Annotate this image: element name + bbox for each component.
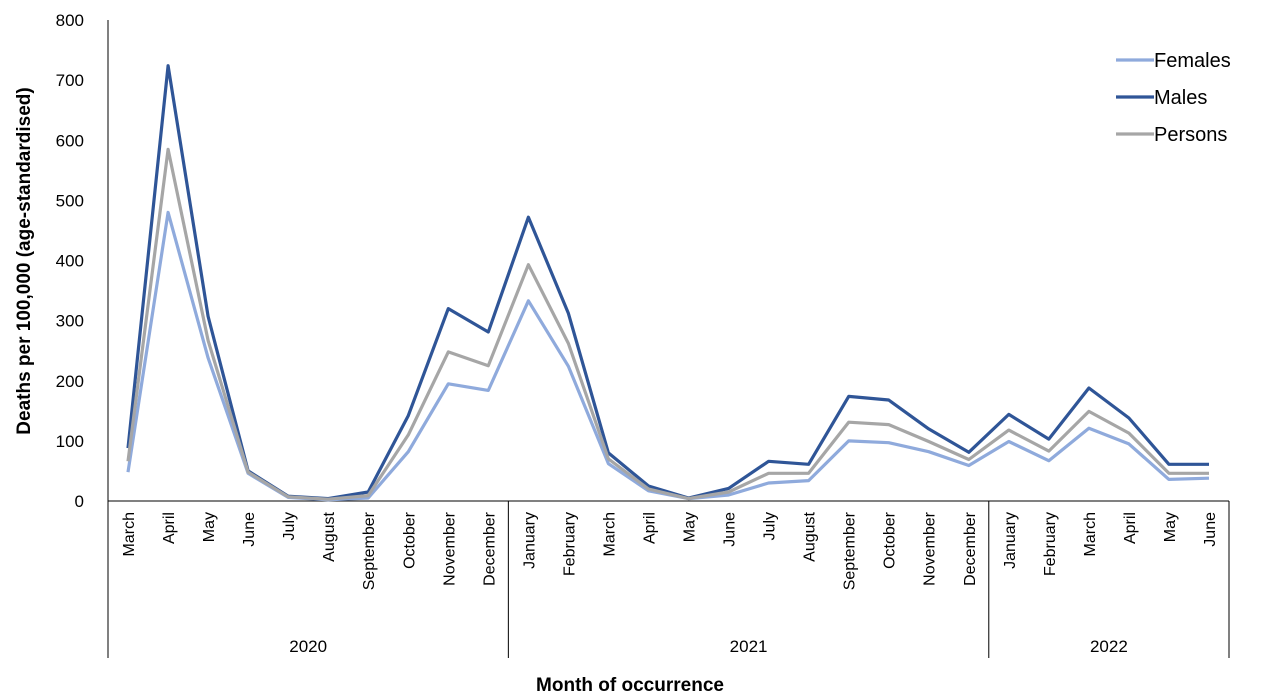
y-axis-title: Deaths per 100,000 (age-standardised) [14, 87, 35, 434]
x-axis: March April May June July August September Octo… [107, 500, 1230, 658]
x-tick-label: February [561, 512, 578, 576]
x-tick-label: March [1082, 512, 1099, 556]
x-tick-label: June [1202, 512, 1219, 547]
x-tick-label: November [441, 511, 458, 585]
year-label: 2020 [289, 637, 327, 656]
x-tick-label: April [1122, 512, 1139, 544]
x-tick-label: August [802, 511, 819, 561]
legend-label-persons: Persons [1154, 124, 1227, 146]
series-line-males [126, 64, 1209, 501]
x-tick-label: October [401, 511, 418, 569]
x-tick-label: May [201, 512, 218, 542]
x-tick-label: September [361, 511, 378, 590]
x-tick-label: July [762, 512, 779, 540]
x-tick-label: December [481, 511, 498, 585]
y-axis: 0 100 200 300 400 500 600 700 800 [56, 11, 109, 511]
series-layer [126, 64, 1210, 502]
y-tick-label: 800 [56, 11, 84, 30]
x-tick-label: April [161, 512, 178, 544]
y-tick-label: 500 [56, 191, 84, 210]
year-label: 2022 [1090, 637, 1128, 656]
legend: Females Males Persons [1116, 50, 1231, 146]
x-tick-label: May [682, 512, 699, 542]
series-line-persons [126, 147, 1209, 501]
series-line-females [126, 210, 1210, 502]
y-tick-label: 200 [56, 372, 84, 391]
y-tick-label: 0 [75, 492, 84, 511]
x-tick-label: May [1162, 512, 1179, 542]
x-tick-label: April [641, 512, 658, 544]
x-axis-title: Month of occurrence [536, 675, 724, 696]
x-tick-label: October [882, 511, 899, 569]
legend-label-females: Females [1154, 50, 1231, 72]
y-tick-label: 300 [56, 312, 84, 331]
y-tick-label: 400 [56, 252, 84, 271]
y-tick-label: 600 [56, 131, 84, 150]
x-tick-label: June [722, 512, 739, 547]
x-tick-label: March [601, 512, 618, 556]
x-tick-label: November [922, 511, 939, 585]
y-tick-label: 700 [56, 71, 84, 90]
x-tick-label: February [1042, 512, 1059, 576]
x-tick-label: July [281, 512, 298, 540]
x-tick-label: September [842, 511, 859, 590]
y-tick-label: 100 [56, 432, 84, 451]
x-tick-label: March [121, 512, 138, 556]
x-tick-label: January [521, 512, 538, 569]
year-label: 2021 [730, 637, 768, 656]
legend-label-males: Males [1154, 87, 1207, 109]
x-tick-label: January [1002, 512, 1019, 569]
x-tick-label: June [241, 512, 258, 547]
x-tick-label: December [962, 511, 979, 585]
x-tick-label: August [321, 511, 338, 561]
